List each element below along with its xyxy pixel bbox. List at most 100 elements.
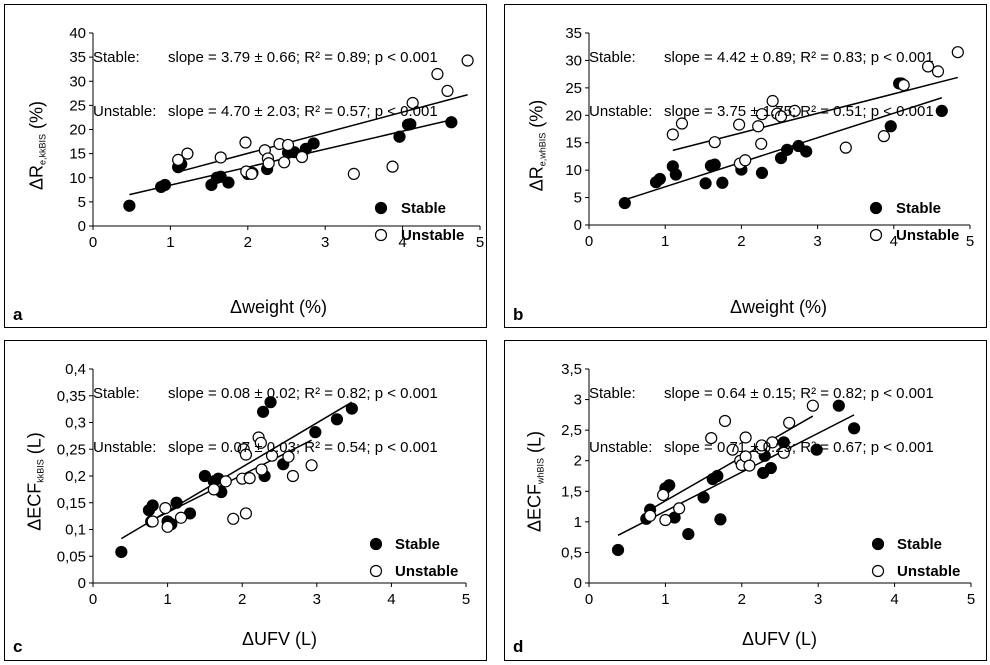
panel-letter-d: d (513, 637, 524, 656)
y-tick-label: 0 (574, 217, 582, 234)
y-label-unit: (L) (24, 432, 45, 460)
data-point-stable (345, 402, 358, 415)
y-tick-label: 25 (69, 97, 86, 114)
legend-marker-stable (869, 201, 883, 215)
data-point-stable (884, 120, 897, 133)
data-point-unstable (286, 469, 300, 483)
data-point-stable (682, 527, 695, 541)
x-tick-label: 1 (661, 233, 669, 250)
data-point-unstable (718, 414, 732, 428)
data-point-unstable (262, 157, 275, 170)
y-tick-label: 35 (69, 49, 86, 66)
stats-b: Stable: slope = 4.42 ± 0.89; R² = 0.83; p… (589, 13, 934, 157)
x-tick-label: 3 (813, 233, 821, 250)
data-point-unstable (174, 511, 188, 524)
y-tick-label: 0 (78, 218, 86, 235)
data-point-unstable (281, 138, 295, 152)
y-tick-label: 5 (574, 190, 582, 207)
stats-d: Stable: slope = 0.64 ± 0.15; R² = 0.82; p… (589, 349, 934, 493)
data-point-unstable (659, 513, 672, 527)
data-point-unstable (265, 449, 279, 462)
data-point-stable (653, 172, 666, 186)
data-point-stable (115, 545, 128, 559)
data-point-unstable (245, 167, 258, 180)
legend-stable: Stable (401, 200, 447, 217)
data-point-unstable (219, 475, 232, 488)
panel-b: 0 1 2 3 4 5 0 5 10 15 20 25 30 35 Stable: slope = 4.42… (504, 4, 987, 328)
legend-marker-unstable (369, 564, 383, 578)
data-point-unstable (766, 94, 779, 108)
data-point-stable (669, 168, 682, 181)
stats-unstable-label: Unstable: (589, 439, 653, 456)
stats-unstable-label: Unstable: (93, 103, 157, 120)
y-label-main: ΔECF (24, 482, 45, 531)
data-point-stable (393, 130, 406, 143)
stats-stable-text: slope = 0.08 ± 0.02; R² = 0.82; p < 0.00… (168, 385, 438, 402)
x-tick-label: 1 (163, 591, 171, 608)
data-point-unstable (227, 512, 240, 525)
y-tick-label: 0,3 (65, 415, 86, 432)
data-point-unstable (739, 431, 752, 444)
data-point-unstable (305, 459, 318, 472)
data-point-unstable (666, 128, 679, 141)
data-point-unstable (181, 147, 194, 160)
y-tick-label: 5 (78, 194, 86, 211)
y-tick-label: 1 (574, 514, 582, 531)
data-point-unstable (243, 472, 256, 485)
data-point-stable (755, 166, 769, 179)
x-tick-label: 5 (476, 234, 484, 251)
y-label-main: ΔR (26, 165, 47, 191)
x-tick-label: 0 (585, 233, 593, 250)
stats-unstable-text: slope = 0.07 ± 0.03; R² = 0.54; p < 0.00… (168, 439, 438, 456)
data-point-unstable (774, 110, 788, 123)
y-tick-label: 20 (565, 107, 582, 124)
y-label-sub: e,kkBIS (37, 133, 48, 165)
y-tick-label: 0 (574, 575, 582, 592)
x-axis-label-c: ΔUFV (L) (242, 629, 318, 649)
panel-letter-c: c (13, 637, 23, 656)
data-point-unstable (255, 463, 268, 476)
data-point-unstable (739, 154, 752, 167)
y-tick-label: 10 (69, 170, 86, 187)
panel-d: 0 1 2 3 4 5 0 0,5 1 1,5 2 2,5 3 3,5 Stable: slope = 0.… (504, 340, 987, 661)
data-point-unstable (755, 108, 769, 121)
y-tick-label: 0,05 (57, 548, 86, 565)
y-tick-label: 3,5 (561, 361, 582, 378)
data-point-stable (404, 118, 417, 131)
data-point-stable (714, 513, 727, 526)
data-point-stable (810, 443, 823, 456)
data-point-stable (158, 178, 172, 192)
stats-unstable-text: slope = 3.75 ± 1.75; R² = 0.51; p < 0.00… (664, 103, 934, 120)
data-point-stable (256, 405, 270, 418)
data-point-stable (711, 469, 724, 483)
stats-unstable-text: slope = 4.70 ± 2.03; R² = 0.57; p < 0.00… (168, 103, 438, 120)
x-tick-label: 4 (398, 234, 406, 251)
y-tick-label: 15 (565, 135, 582, 152)
y-axis-label-c: ΔECFkkBIS (L) (25, 412, 46, 552)
data-point-stable (123, 199, 136, 212)
y-axis-label-d: ΔECFwhBIS (L) (525, 412, 546, 552)
x-tick-label: 5 (967, 591, 975, 608)
y-tick-label: 25 (565, 80, 582, 97)
data-point-unstable (239, 448, 253, 461)
data-point-unstable (644, 509, 657, 522)
data-point-unstable (386, 160, 399, 173)
y-axis-label-a: ΔRe,kkBIS (%) (27, 76, 48, 216)
x-tick-label: 4 (890, 591, 898, 608)
data-point-stable (222, 176, 235, 189)
data-point-unstable (726, 443, 739, 456)
data-point-stable (663, 479, 676, 492)
data-point-unstable (675, 117, 689, 130)
data-point-unstable (806, 399, 819, 412)
data-point-unstable (733, 118, 746, 131)
data-point-unstable (705, 431, 718, 445)
data-point-stable (774, 151, 788, 165)
x-tick-label: 5 (966, 233, 974, 250)
data-point-unstable (406, 96, 419, 110)
y-tick-label: 0 (78, 575, 86, 592)
data-point-unstable (783, 416, 796, 429)
data-point-unstable (752, 120, 765, 133)
data-point-unstable (743, 459, 756, 472)
x-tick-label: 2 (737, 233, 745, 250)
data-point-stable (764, 461, 777, 475)
